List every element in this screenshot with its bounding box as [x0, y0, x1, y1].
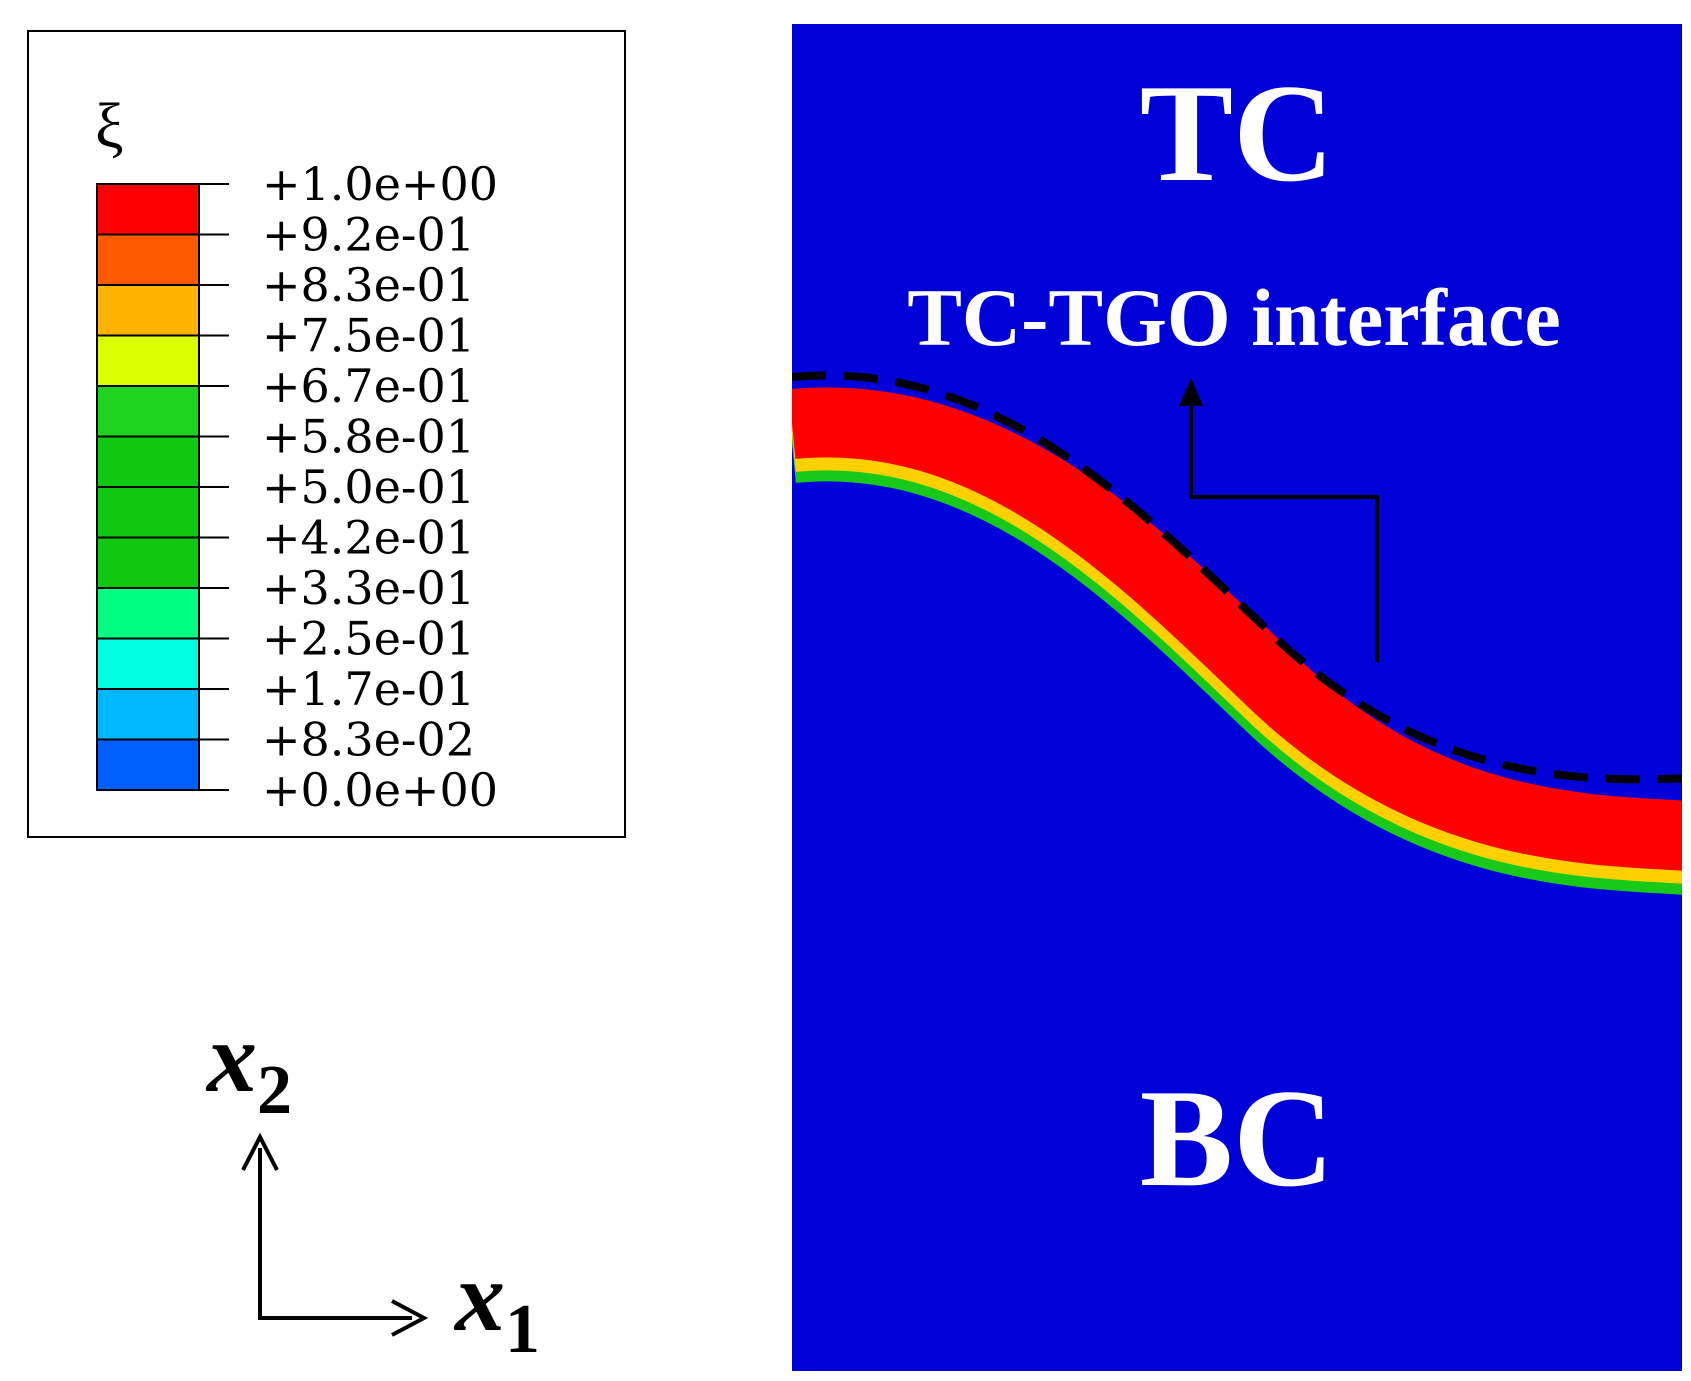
legend-bands: [96, 183, 200, 791]
legend-band-0: [97, 184, 199, 235]
x1-arrowhead: [391, 1299, 429, 1337]
x1-axis-label: x1: [453, 1241, 540, 1368]
legend-label-1: +9.2e-01: [262, 208, 475, 262]
tc-label: TC: [1140, 56, 1334, 211]
legend-label-9: +2.5e-01: [262, 612, 475, 666]
legend-label-12: +0.0e+00: [262, 763, 498, 817]
tgo-layer: [792, 387, 1682, 895]
tc-tgo-interface-dashed-line: [792, 371, 1682, 784]
legend-label-11: +8.3e-02: [262, 713, 475, 767]
legend-band-2: [97, 285, 199, 336]
x1-sub: 1: [505, 1291, 540, 1368]
x2-var: x: [205, 1002, 257, 1113]
legend-band-1: [97, 234, 199, 285]
legend-symbol: ξ: [95, 90, 124, 161]
x2-sub: 2: [257, 1052, 292, 1129]
interface-pointer-arrowhead: [1179, 378, 1203, 406]
legend-band-10: [97, 689, 199, 740]
legend-band-8: [97, 588, 199, 639]
bc-label: BC: [1140, 1061, 1334, 1216]
x1-var: x: [453, 1241, 505, 1352]
legend-label-5: +5.8e-01: [262, 410, 475, 464]
interface-pointer-line: [1189, 402, 1379, 662]
legend-band-5: [97, 436, 199, 487]
coordinate-axes: x2 x1: [205, 1002, 540, 1368]
legend-band-11: [97, 739, 199, 790]
legend-band-9: [97, 638, 199, 689]
legend-band-3: [97, 335, 199, 386]
legend-label-7: +4.2e-01: [262, 511, 475, 565]
legend-label-8: +3.3e-01: [262, 561, 475, 615]
legend-label-2: +8.3e-01: [262, 258, 475, 312]
legend-band-4: [97, 386, 199, 437]
legend-label-0: +1.0e+00: [262, 157, 498, 211]
legend-band-6: [97, 487, 199, 538]
legend-label-4: +6.7e-01: [262, 359, 475, 413]
legend-label-6: +5.0e-01: [262, 460, 475, 514]
legend-band-7: [97, 537, 199, 588]
colorbar-legend: ξ +1.0e+00+9.2e-01+8.3e-01+7.5e-01+6.7e-…: [27, 30, 626, 838]
legend-label-3: +7.5e-01: [262, 309, 475, 363]
x2-axis-label: x2: [205, 1002, 292, 1129]
interface-label: TC-TGO interface: [907, 272, 1561, 363]
contour-plot: TC TC-TGO interface BC: [792, 24, 1682, 1371]
legend-ticks: [97, 183, 229, 791]
tgo-oxide-band: [792, 387, 1682, 871]
legend-label-10: +1.7e-01: [262, 662, 475, 716]
legend-labels: +1.0e+00+9.2e-01+8.3e-01+7.5e-01+6.7e-01…: [262, 157, 498, 817]
x2-arrowhead: [241, 1132, 279, 1171]
